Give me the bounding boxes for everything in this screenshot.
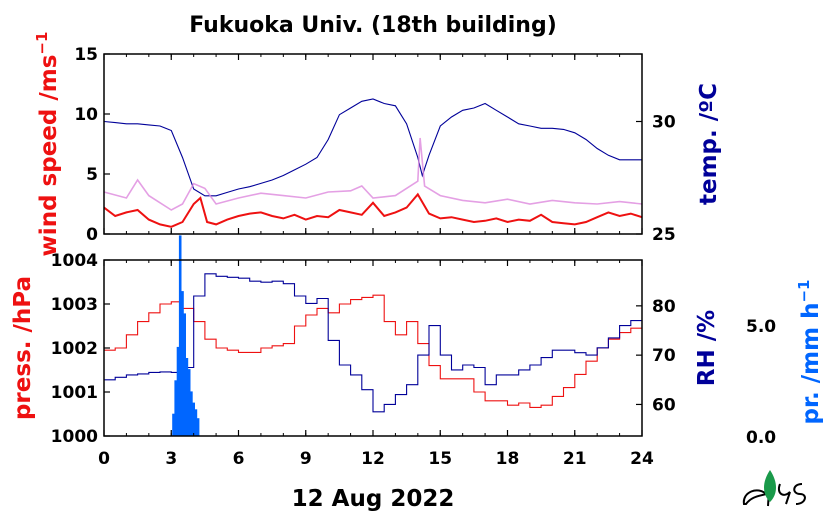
top-panel: 0 5 10 15 25 30 wind speed /ms−1 temp. /ºC [33,32,722,257]
temp-axis-label: temp. /ºC [696,83,722,205]
precip-bar [178,235,182,436]
x-tick-label: 24 [630,449,654,469]
rh-line [104,273,642,413]
precip-bar [185,358,189,436]
rh-axis-label: RH /% [694,310,720,386]
precip-axis-label-sup: −1 [795,279,813,302]
y-left-tick-label: 1000 [51,427,98,447]
y-left-tick-label: 10 [74,105,98,125]
x-tick-label: 9 [300,449,312,469]
y-right-tick-label: 60 [652,395,676,415]
y-left-tick-label: 0 [86,225,98,245]
precip-axis-label: pr. /mm h−1 [795,279,824,424]
wind_gust-line [103,137,643,211]
precip-bar [187,369,191,436]
temp-line [103,98,642,197]
precip-bar [176,346,180,436]
x-tick-label: 6 [233,449,245,469]
y-left-tick-label: 1002 [51,339,98,359]
wind-axis-label: wind speed /ms−1 [33,32,62,257]
bottom-panel: 0 3 6 9 12 15 18 21 24 1000 1001 1002 1003 1004 60 70 80… [10,235,824,469]
y-right-tick-label: 30 [652,113,676,133]
bottom-ticks-group: 0 3 6 9 12 15 18 21 24 1000 1001 1002 1003 1004 60 70 80 [51,251,676,469]
x-tick-label: 3 [165,449,177,469]
precip-bar [183,313,186,436]
y-left-tick-label: 5 [86,165,98,185]
precip-bar [196,418,200,436]
press-axis-label: press. /hPa [10,276,36,420]
x-tick-label: 18 [496,449,520,469]
x-tick-label: 15 [428,449,452,469]
date-label: 12 Aug 2022 [292,486,455,512]
y-left-tick-label: 1003 [51,295,98,315]
precip-bar [172,413,175,436]
y-right-tick-label: 80 [652,297,676,317]
wind-axis-label-sup: −1 [33,32,51,55]
y-left-tick-label: 15 [74,45,98,65]
x-tick-label: 12 [361,449,385,469]
precip-tick-high: 5.0 [746,317,776,337]
top-series-group [103,98,643,228]
y-left-tick-label: 1004 [51,251,98,271]
top-plot-frame [103,53,643,235]
precip-bar [190,391,193,436]
precip-tick-low: 0.0 [746,428,776,448]
x-tick-label: 0 [98,449,110,469]
wind-line [103,192,643,228]
top-ticks-group: 0 5 10 15 25 30 [74,45,676,245]
precip-bar [194,409,198,436]
x-tick-label: 21 [563,449,587,469]
logo-icon [742,470,806,507]
y-right-tick-label: 25 [652,225,676,245]
precip-axis-label-text: pr. /mm h [798,303,824,425]
wind-axis-label-text: wind speed /ms [36,55,62,257]
precip-bar [192,402,195,436]
y-left-tick-label: 1001 [51,383,98,403]
bottom-series-group [104,235,642,436]
precip-bar [181,291,184,436]
chart-title: Fukuoka Univ. (18th building) [189,13,557,38]
y-right-tick-label: 70 [652,346,676,366]
precip-bar [174,380,177,436]
